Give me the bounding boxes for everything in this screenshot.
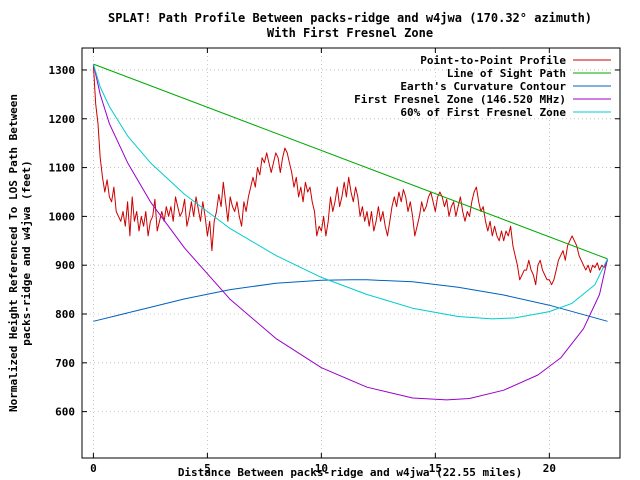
plot-area-border — [81, 47, 621, 459]
x-tick-label: 5 — [204, 462, 211, 475]
series-profile-line — [92, 65, 608, 286]
series-fresnel-60-line — [92, 63, 608, 320]
series-earth-curvature-line — [93, 279, 608, 322]
legend-line-of-sight-label: Line of Sight Path — [447, 67, 566, 80]
legend-earth-curvature-label: Earth's Curvature Contour — [400, 80, 566, 93]
y-tick-label: 1300 — [49, 64, 76, 77]
x-axis-label: Distance Between packs-ridge and w4jwa (… — [178, 466, 522, 479]
legend-profile-label: Point-to-Point Profile — [420, 54, 566, 67]
axis-ticks: 0 5 10 15 20 600 700 800 900 1000 1100 1200 1300 — [49, 48, 620, 475]
legend-fresnel-60-label: 60% of First Fresnel Zone — [400, 106, 566, 119]
grid — [82, 48, 620, 458]
y-tick-label: 1000 — [49, 210, 76, 223]
legend-fresnel-zone-label: First Fresnel Zone (146.520 MHz) — [354, 93, 566, 106]
y-tick-label: 600 — [55, 406, 75, 419]
y-tick-label: 900 — [55, 259, 75, 272]
y-axis-label: Normalized Height Referenced To LOS Path… — [7, 94, 33, 412]
x-tick-label: 0 — [90, 462, 97, 475]
y-axis-label-line-2: packs-ridge and w4jwa (feet) — [20, 160, 33, 345]
chart-title: SPLAT! Path Profile Between packs-ridge … — [108, 11, 592, 25]
series-fresnel-zone-line — [92, 63, 608, 401]
x-tick-label: 20 — [543, 462, 556, 475]
x-tick-label: 10 — [315, 462, 328, 475]
series-line-of-sight-line — [93, 63, 608, 260]
y-tick-label: 800 — [55, 308, 75, 321]
y-axis-label-line-1: Normalized Height Referenced To LOS Path… — [7, 94, 20, 412]
x-tick-label: 15 — [429, 462, 442, 475]
y-tick-label: 700 — [55, 357, 75, 370]
y-tick-label: 1200 — [49, 113, 76, 126]
chart-subtitle: With First Fresnel Zone — [267, 26, 433, 40]
plot-lines — [92, 63, 608, 401]
y-tick-label: 1100 — [49, 162, 76, 175]
